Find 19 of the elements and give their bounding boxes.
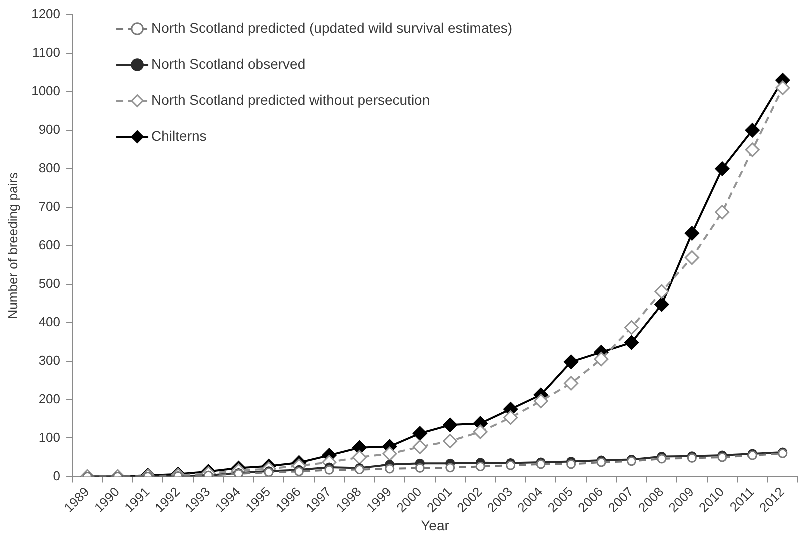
y-tick-label: 1100 (32, 45, 61, 60)
y-tick-label: 400 (38, 314, 61, 330)
legend-label: Chilterns (152, 128, 207, 144)
y-tick-label: 200 (38, 391, 61, 406)
legend-label: North Scotland predicted without persecution (152, 92, 430, 108)
y-axis-title: Number of breeding pairs (5, 172, 20, 320)
y-tick-label: 0 (53, 468, 61, 484)
y-tick-label: 800 (38, 160, 61, 176)
y-tick-label: 300 (38, 352, 61, 368)
x-axis-title: Year (421, 517, 450, 534)
y-tick-label: 1000 (32, 84, 61, 99)
y-tick-label: 700 (38, 198, 61, 214)
y-tick-label: 1200 (32, 6, 61, 22)
y-tick-label: 900 (38, 122, 61, 138)
y-tick-label: 500 (38, 276, 61, 291)
legend-label: North Scotland predicted (updated wild survival estimates) (152, 20, 513, 36)
legend-label: North Scotland observed (152, 56, 306, 72)
y-tick-label: 600 (38, 237, 61, 252)
y-tick-label: 100 (38, 430, 61, 445)
